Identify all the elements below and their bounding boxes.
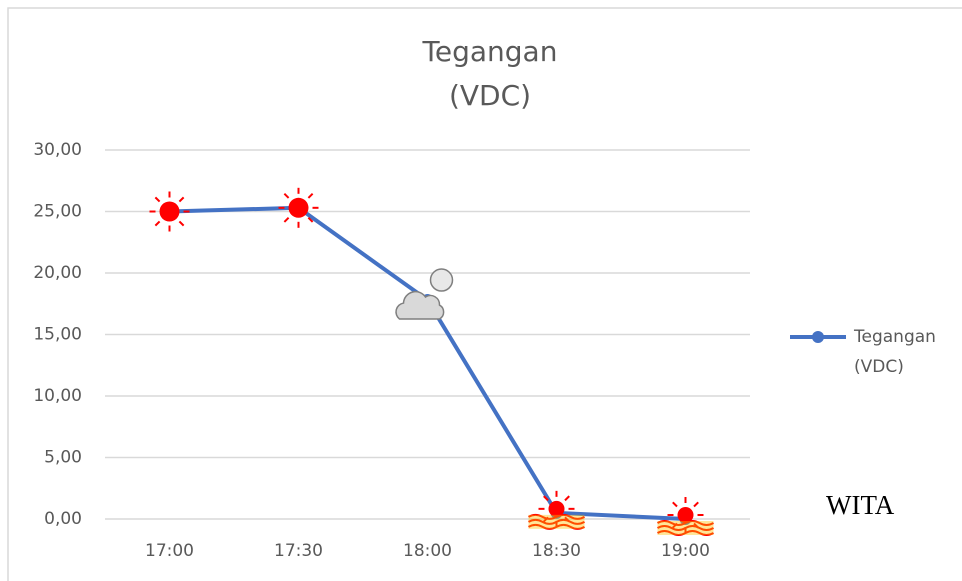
sun-ray (283, 192, 290, 199)
legend-marker (812, 331, 824, 343)
wave (528, 513, 585, 520)
sun-ray (307, 217, 314, 223)
sun-ray (543, 495, 549, 502)
sun (159, 201, 180, 222)
sun-ray (564, 495, 570, 502)
chart-border (7, 7, 962, 581)
wave (657, 520, 714, 526)
weather-icon (149, 191, 190, 232)
wave (528, 518, 585, 525)
wave (657, 530, 714, 536)
wave (528, 523, 585, 530)
x-tick-label: 17:00 (145, 541, 194, 561)
y-tick-label: 20,00 (33, 263, 82, 283)
sun (677, 507, 694, 523)
sun-ray (672, 501, 678, 508)
sun (288, 197, 309, 218)
sunset-bg (528, 514, 585, 529)
wave (657, 525, 714, 531)
x-tick-label: 18:00 (403, 541, 452, 561)
sun-ray (154, 196, 161, 203)
sun-ray (178, 196, 185, 203)
y-tick-label: 25,00 (33, 202, 82, 222)
series-line (169, 205, 686, 521)
y-tick-label: 10,00 (33, 386, 82, 406)
legend-swatch (790, 331, 846, 343)
sun-ray (154, 220, 161, 227)
cloud (395, 290, 445, 320)
sun-ray (693, 501, 699, 508)
y-tick-label: 15,00 (33, 325, 82, 345)
sunset-bg (657, 521, 714, 535)
sun-ray (283, 217, 290, 223)
annotation: WITA (826, 490, 895, 520)
x-tick-label: 19:00 (661, 541, 710, 561)
sun-ray (178, 220, 185, 227)
weather-icon (657, 497, 714, 536)
y-tick-label: 0,00 (44, 509, 82, 529)
sun (548, 500, 565, 517)
weather-icon (528, 490, 585, 530)
legend: Tegangan (VDC) (790, 323, 962, 382)
legend-label: Tegangan (VDC) (854, 327, 936, 377)
y-tick-label: 30,00 (33, 140, 82, 160)
y-tick-label: 5,00 (44, 448, 82, 468)
x-tick-label: 17:30 (274, 541, 323, 561)
x-tick-label: 18:30 (532, 541, 581, 561)
chart-title: Tegangan (VDC) (422, 35, 558, 112)
weather-icon (278, 187, 319, 228)
weather-icon (395, 268, 454, 320)
sun (429, 268, 454, 292)
sun-ray (307, 192, 314, 199)
